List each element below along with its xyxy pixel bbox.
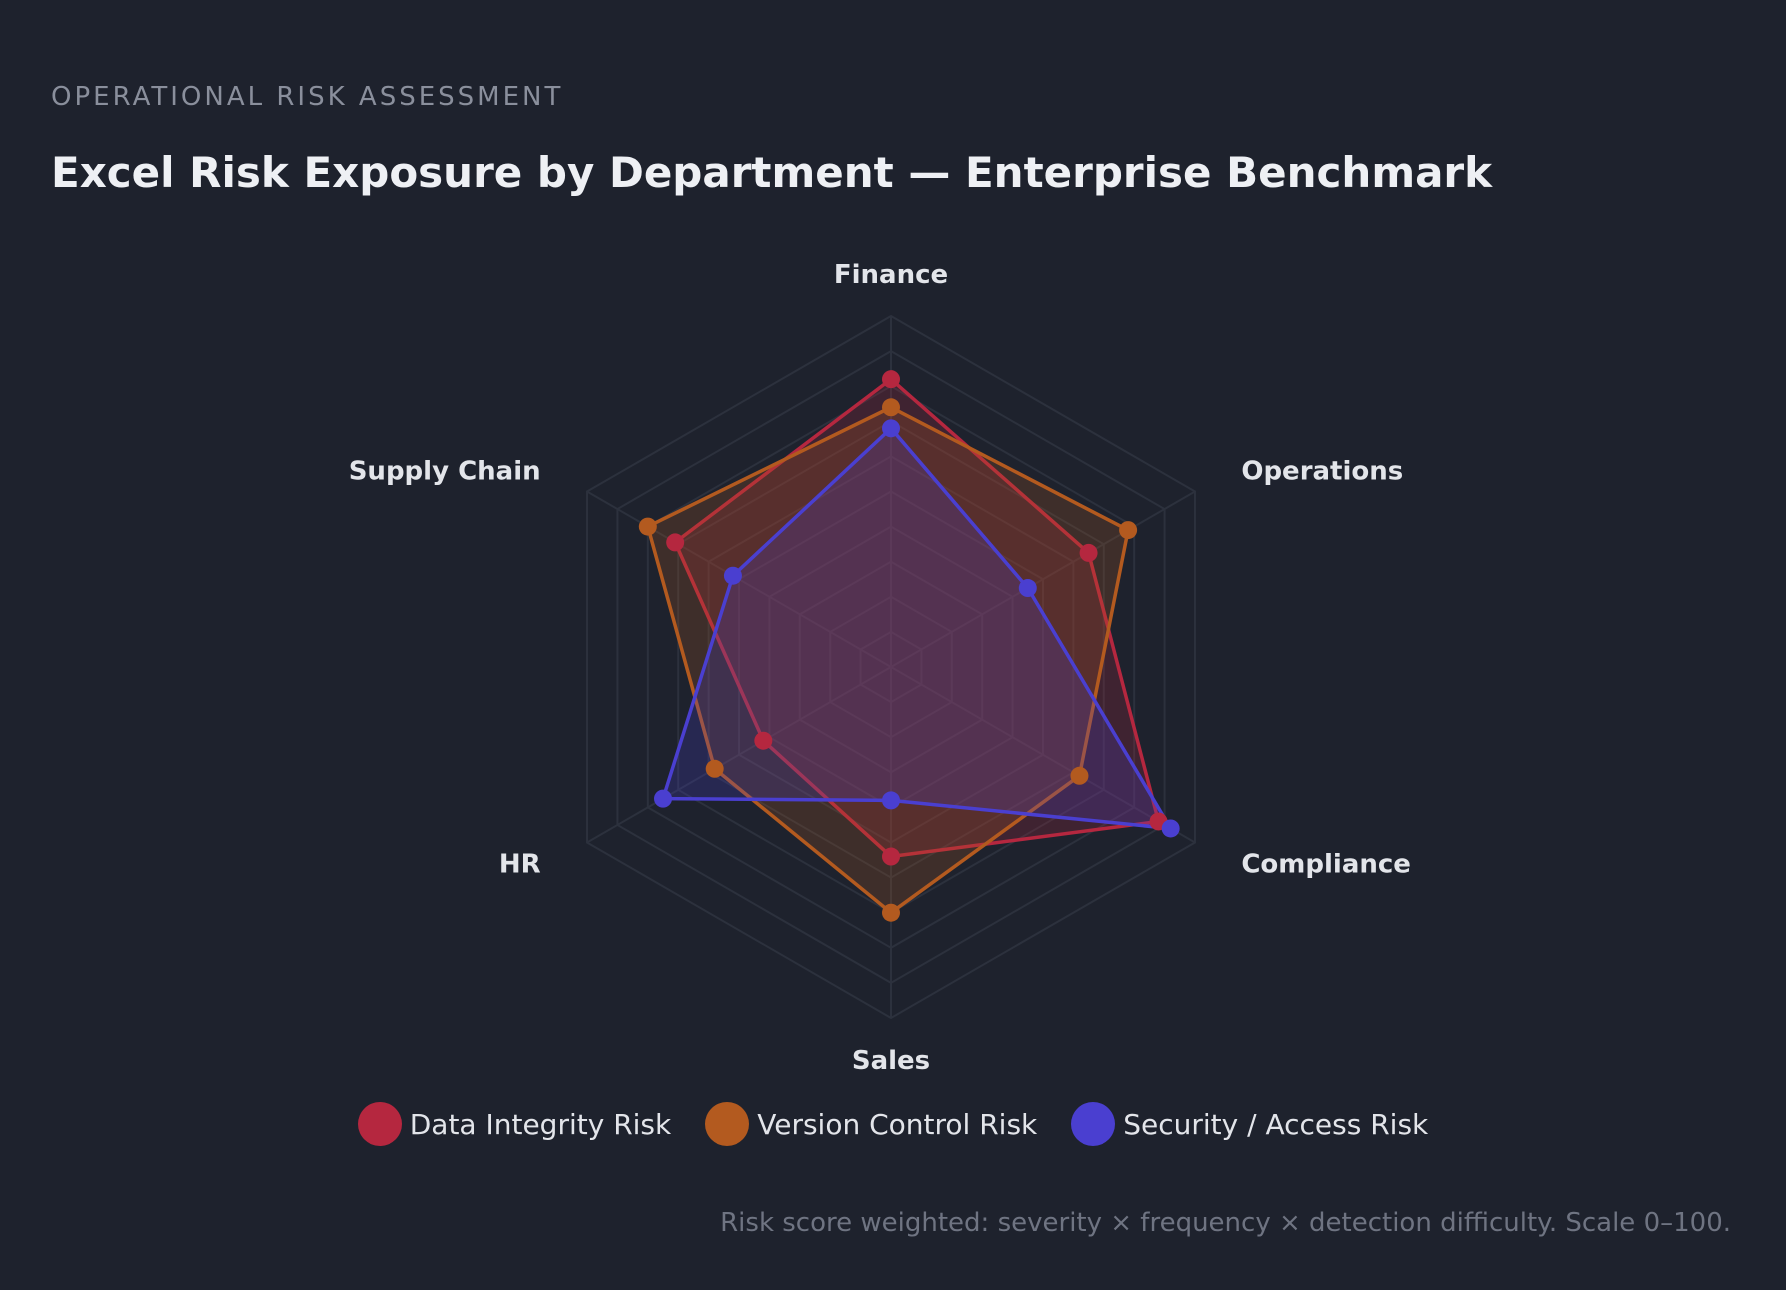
data-point [882,419,900,438]
data-point [723,566,742,585]
legend-item[interactable]: Data Integrity Risk [357,1102,672,1146]
data-point [882,370,900,389]
legend-label: Version Control Risk [757,1107,1038,1141]
data-point [882,903,900,922]
axis-label: Finance [834,260,948,290]
legend-label: Security / Access Risk [1123,1107,1429,1141]
axis-label: Sales [852,1046,930,1076]
data-point [1070,766,1089,785]
data-point [666,533,685,552]
data-point [1119,521,1138,540]
legend-item[interactable]: Version Control Risk [705,1102,1037,1146]
legend-item[interactable]: Security / Access Risk [1071,1102,1428,1146]
chart-title: Excel Risk Exposure by Department — Ente… [51,148,1493,197]
data-point [1018,579,1037,598]
footnote: Risk score weighted: severity × frequenc… [720,1208,1731,1238]
axis-label: Compliance [1241,850,1411,880]
legend-label: Data Integrity Risk [409,1107,672,1141]
data-point [654,789,673,808]
axis-label: HR [499,850,541,880]
data-point [882,847,900,866]
grid-spoke [890,490,1196,668]
legend: Data Integrity Risk Version Control Risk S… [0,1102,1786,1146]
axis-label: Operations [1241,457,1403,487]
axis-label: Supply Chain [349,457,541,487]
data-point [754,731,773,750]
grid-spoke [586,666,892,844]
chart-eyebrow: OPERATIONAL RISK ASSESSMENT [51,82,564,112]
data-point [638,517,657,536]
data-point [1079,543,1098,562]
data-point [882,398,900,417]
data-point [705,759,724,778]
legend-swatch [705,1102,750,1146]
data-point [1161,819,1180,838]
legend-swatch [357,1102,402,1146]
data-point [882,791,900,810]
legend-swatch [1071,1102,1116,1146]
grid-spoke [890,666,1196,844]
